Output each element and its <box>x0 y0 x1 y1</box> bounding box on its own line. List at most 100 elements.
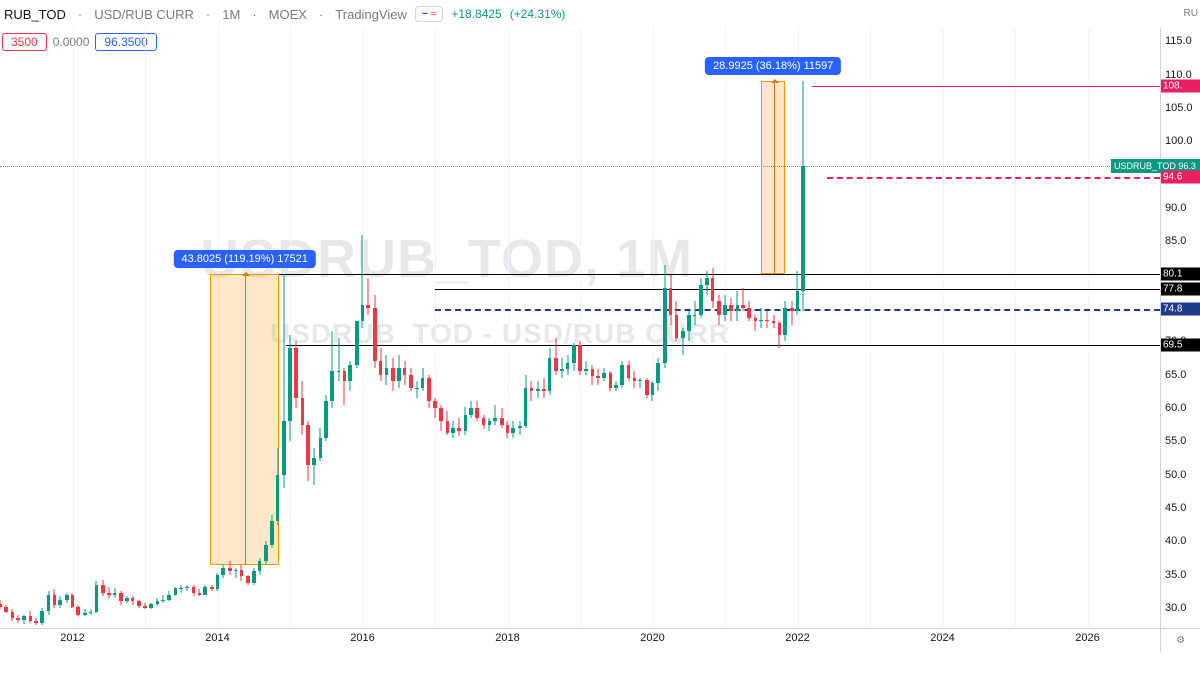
candlestick[interactable] <box>276 28 280 628</box>
candlestick[interactable] <box>759 28 763 628</box>
candlestick[interactable] <box>240 28 244 628</box>
candlestick[interactable] <box>656 28 660 628</box>
candlestick[interactable] <box>488 28 492 628</box>
candlestick[interactable] <box>638 28 642 628</box>
candlestick[interactable] <box>11 28 15 628</box>
candlestick[interactable] <box>500 28 504 628</box>
candlestick[interactable] <box>221 28 225 628</box>
candlestick[interactable] <box>312 28 316 628</box>
candlestick[interactable] <box>796 28 800 628</box>
candlestick[interactable] <box>258 28 262 628</box>
candlestick[interactable] <box>264 28 268 628</box>
candlestick[interactable] <box>174 28 178 628</box>
candlestick[interactable] <box>572 28 576 628</box>
candlestick[interactable] <box>681 28 685 628</box>
candlestick[interactable] <box>675 28 679 628</box>
candlestick[interactable] <box>620 28 624 628</box>
candlestick[interactable] <box>385 28 389 628</box>
candlestick[interactable] <box>475 28 479 628</box>
candlestick[interactable] <box>83 28 87 628</box>
candlestick[interactable] <box>415 28 419 628</box>
candlestick[interactable] <box>149 28 153 628</box>
candlestick[interactable] <box>137 28 141 628</box>
candlestick[interactable] <box>754 28 758 628</box>
candlestick[interactable] <box>119 28 123 628</box>
candlestick[interactable] <box>0 28 2 628</box>
candlestick[interactable] <box>288 28 292 628</box>
candlestick[interactable] <box>723 28 727 628</box>
candlestick[interactable] <box>373 28 377 628</box>
candlestick[interactable] <box>518 28 522 628</box>
candlestick[interactable] <box>602 28 606 628</box>
candlestick[interactable] <box>252 28 256 628</box>
chart-pane[interactable]: USDRUB_TOD, 1M USDRUB_TOD - USD/RUB CURR… <box>0 28 1160 628</box>
candlestick[interactable] <box>705 28 709 628</box>
candlestick[interactable] <box>167 28 171 628</box>
candlestick[interactable] <box>717 28 721 628</box>
candlestick[interactable] <box>22 28 26 628</box>
candlestick[interactable] <box>101 28 105 628</box>
candlestick[interactable] <box>765 28 769 628</box>
symbol-ticker[interactable]: RUB_TOD <box>4 7 66 22</box>
candlestick[interactable] <box>645 28 649 628</box>
candlestick[interactable] <box>711 28 715 628</box>
candlestick[interactable] <box>403 28 407 628</box>
candlestick[interactable] <box>524 28 528 628</box>
candlestick[interactable] <box>40 28 44 628</box>
candlestick[interactable] <box>282 28 286 628</box>
candlestick[interactable] <box>747 28 751 628</box>
candlestick[interactable] <box>29 28 33 628</box>
candlestick[interactable] <box>113 28 117 628</box>
candlestick[interactable] <box>4 28 8 628</box>
candlestick[interactable] <box>343 28 347 628</box>
candlestick[interactable] <box>554 28 558 628</box>
candlestick[interactable] <box>464 28 468 628</box>
candlestick[interactable] <box>633 28 637 628</box>
candlestick[interactable] <box>71 28 75 628</box>
candlestick[interactable] <box>693 28 697 628</box>
time-axis[interactable]: 20122014201620182020202220242026 <box>0 628 1160 652</box>
candlestick[interactable] <box>330 28 334 628</box>
candlestick[interactable] <box>596 28 600 628</box>
candlestick[interactable] <box>337 28 341 628</box>
candlestick[interactable] <box>203 28 207 628</box>
candlestick[interactable] <box>185 28 189 628</box>
interval-label[interactable]: 1M <box>222 7 240 22</box>
candlestick[interactable] <box>783 28 787 628</box>
candlestick[interactable] <box>506 28 510 628</box>
candlestick[interactable] <box>699 28 703 628</box>
candlestick[interactable] <box>270 28 274 628</box>
candlestick[interactable] <box>179 28 183 628</box>
candlestick[interactable] <box>548 28 552 628</box>
candlestick[interactable] <box>457 28 461 628</box>
candlestick[interactable] <box>542 28 546 628</box>
candlestick[interactable] <box>319 28 323 628</box>
candlestick[interactable] <box>584 28 588 628</box>
price-axis[interactable]: RU 115.0110.0105.0100.095.090.085.080.07… <box>1160 28 1200 628</box>
candlestick[interactable] <box>16 28 20 628</box>
candlestick[interactable] <box>530 28 534 628</box>
candlestick[interactable] <box>301 28 305 628</box>
candlestick[interactable] <box>324 28 328 628</box>
candlestick[interactable] <box>778 28 782 628</box>
candlestick[interactable] <box>591 28 595 628</box>
candlestick[interactable] <box>566 28 570 628</box>
candlestick[interactable] <box>192 28 196 628</box>
candlestick[interactable] <box>790 28 794 628</box>
candlestick[interactable] <box>433 28 437 628</box>
candlestick[interactable] <box>53 28 57 628</box>
compare-toggle[interactable]: − ≈ <box>415 6 443 22</box>
candlestick[interactable] <box>536 28 540 628</box>
horizontal-line[interactable] <box>247 274 1161 275</box>
candlestick[interactable] <box>34 28 38 628</box>
candlestick[interactable] <box>578 28 582 628</box>
candlestick[interactable] <box>210 28 214 628</box>
candlestick[interactable] <box>651 28 655 628</box>
candlestick[interactable] <box>366 28 370 628</box>
candlestick[interactable] <box>446 28 450 628</box>
candlestick[interactable] <box>397 28 401 628</box>
candlestick[interactable] <box>216 28 220 628</box>
candlestick[interactable] <box>687 28 691 628</box>
candlestick[interactable] <box>663 28 667 628</box>
horizontal-line[interactable] <box>827 177 1161 179</box>
